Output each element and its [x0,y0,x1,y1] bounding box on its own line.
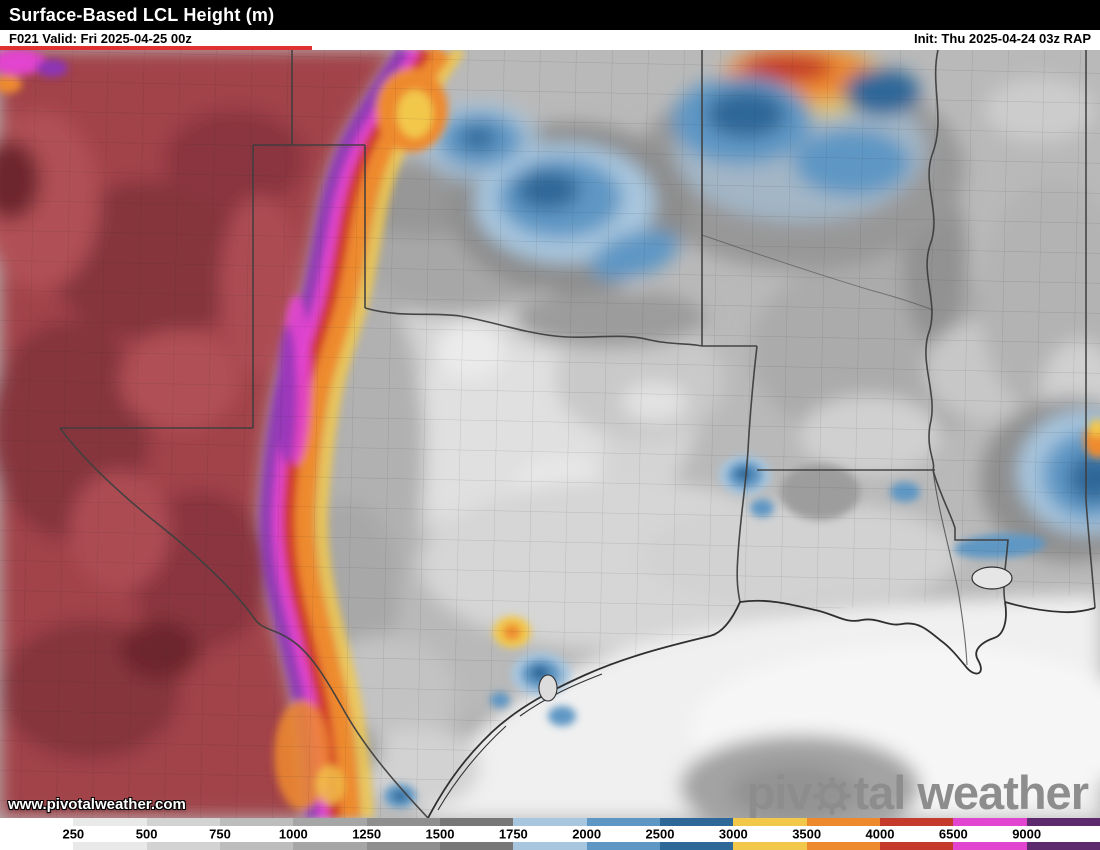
state-borders [59,50,1096,818]
colorbar-label: 1750 [498,826,528,842]
pivotal-weather-logo: piv tal weather [746,766,1089,818]
colorbar-label: 2000 [572,826,602,842]
colorbar-label-strip [0,826,1100,842]
progress-underline [0,46,312,50]
colorbar: 250 500 750 1000 1250 1500 1750 2000 2500 3000 350… [0,818,1100,850]
forecast-valid-label: F021 Valid: Fri 2025-04-25 00z [9,31,192,46]
lcl-map-graphic [0,50,1100,818]
page-title: Surface-Based LCL Height (m) [9,4,275,25]
colorbar-label: 250 [62,826,85,842]
colorbar-label: 6500 [938,826,968,842]
colorbar-label: 4000 [865,826,895,842]
colorbar-label: 3500 [792,826,822,842]
init-label: Init: Thu 2025-04-24 03z RAP [914,31,1091,46]
forecast-info-bar: F021 Valid: Fri 2025-04-25 00z Init: Thu… [0,30,1100,50]
title-bar: Surface-Based LCL Height (m) [0,0,1100,30]
map-canvas[interactable]: www.pivotalweather.com piv tal weather [0,50,1100,818]
colorbar-label: 9000 [1012,826,1042,842]
colorbar-label: 1000 [278,826,308,842]
colorbar-label: 1250 [352,826,382,842]
colorbar-label: 1500 [425,826,455,842]
colorbar-label: 2500 [645,826,675,842]
logo-text-left: piv [746,766,813,818]
coastline [427,566,1096,818]
gear-icon [813,776,852,815]
colorbar-label: 3000 [718,826,748,842]
colorbar-label: 750 [209,826,231,842]
county-boundaries [0,50,1100,818]
logo-text-right: tal weather [853,766,1089,818]
watermark: www.pivotalweather.com [8,796,186,813]
colorbar-label: 500 [135,826,158,842]
